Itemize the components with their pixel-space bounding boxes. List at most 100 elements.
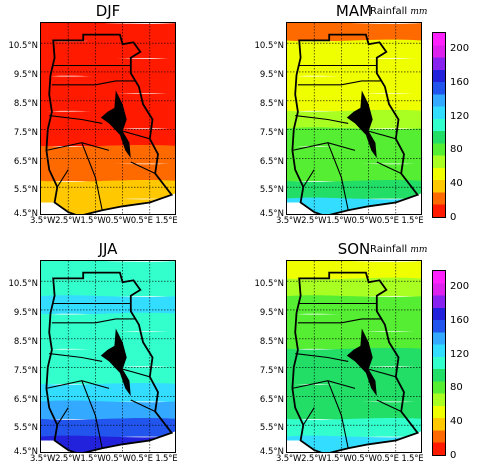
rainfall-band	[287, 127, 421, 148]
rainfall-band	[287, 365, 421, 386]
y-tick-label: 8.5°N	[13, 336, 38, 347]
rainfall-band	[41, 74, 175, 96]
region-border	[292, 142, 356, 151]
rainfall-map	[287, 261, 421, 452]
panel-title: DJF	[95, 2, 121, 20]
panel-title: SON	[337, 240, 371, 258]
region-border	[81, 380, 103, 449]
y-tick-label: 6.5°N	[13, 394, 38, 405]
rainfall-band	[41, 277, 175, 298]
colorbar-tick-label: 0	[450, 212, 457, 223]
region-border	[368, 130, 396, 140]
rainfall-map	[41, 261, 175, 452]
map-frame	[40, 22, 176, 215]
rainfall-band	[41, 92, 175, 113]
y-tick-label: 9.5°N	[259, 70, 284, 81]
rainfall-band	[41, 312, 175, 334]
lake-volta	[100, 328, 131, 397]
colorbar-title: Rainfall mm	[370, 244, 428, 255]
y-tick-label: 10.5°N	[8, 279, 38, 290]
y-tick-label: 4.5°N	[13, 209, 38, 219]
x-tick-labels: 3.5°W2.5°W1.5°W0.5°W0.5°E 1.5°E	[30, 454, 178, 464]
y-tick-label: 5.5°N	[13, 185, 38, 196]
lake-volta	[100, 90, 131, 159]
region-border	[130, 161, 156, 174]
region-border	[327, 142, 349, 211]
rainfall-band	[287, 74, 421, 96]
ocean	[287, 431, 421, 452]
rainfall-band	[287, 39, 421, 60]
rainfall-band	[41, 127, 175, 148]
y-tick-label: 5.5°N	[13, 423, 38, 434]
y-tick-label: 9.5°N	[13, 70, 38, 81]
y-tick-label: 9.5°N	[259, 308, 284, 319]
rainfall-band	[287, 418, 421, 439]
rainfall-band	[41, 39, 175, 60]
y-tick-label: 4.5°N	[259, 209, 284, 219]
colorbar-tick-label: 160	[450, 314, 470, 326]
map-frame	[40, 260, 176, 453]
y-tick-label: 4.5°N	[259, 447, 284, 457]
x-tick-labels: 3.5°W2.5°W1.5°W0.5°W0.5°E 1.5°E	[276, 216, 424, 226]
rainfall-band	[287, 295, 421, 316]
region-border	[376, 161, 402, 174]
region-border	[130, 399, 156, 412]
ocean	[41, 431, 175, 452]
region-border	[295, 115, 349, 124]
y-tick-label: 5.5°N	[259, 423, 284, 434]
colorbar-tick-label: 0	[450, 450, 457, 461]
map-frame	[286, 260, 422, 453]
region-border	[368, 368, 396, 378]
rainfall-band	[41, 180, 175, 201]
region-border	[297, 318, 383, 324]
x-tick-labels: 3.5°W2.5°W1.5°W0.5°W0.5°E 1.5°E	[276, 454, 424, 464]
region-border	[51, 80, 137, 86]
panel-title: JJA	[98, 240, 118, 258]
y-tick-label: 7.5°N	[13, 365, 38, 376]
rainfall-band	[287, 312, 421, 334]
panel-title: MAM	[335, 2, 373, 20]
map-frame	[286, 22, 422, 215]
y-tick-label: 4.5°N	[13, 447, 38, 457]
lake-volta	[346, 328, 377, 397]
y-tick-label: 10.5°N	[254, 41, 284, 52]
y-tick-label: 6.5°N	[13, 156, 38, 167]
rainfall-band	[41, 330, 175, 351]
region-border	[302, 169, 315, 188]
region-border	[56, 407, 69, 426]
country-border	[45, 271, 174, 452]
rainfall-map	[287, 23, 421, 214]
y-tick-label: 7.5°N	[259, 365, 284, 376]
y-tick-label: 10.5°N	[254, 279, 284, 290]
colorbar-tick-label: 80	[450, 144, 463, 156]
country-border	[291, 271, 420, 452]
lake-volta	[346, 90, 377, 159]
region-border	[295, 353, 349, 362]
y-tick-label: 6.5°N	[259, 394, 284, 405]
country-border	[45, 33, 174, 214]
rainfall-band	[41, 261, 175, 281]
colorbar-tick-label: 200	[450, 42, 470, 54]
rainfall-band	[41, 382, 175, 404]
rainfall-band	[287, 261, 421, 281]
country-border	[291, 33, 420, 214]
colorbar-tick-label: 200	[450, 280, 470, 292]
region-border	[376, 399, 402, 412]
region-border	[327, 380, 349, 449]
rainfall-band	[41, 23, 175, 43]
colorbar-title: Rainfall mm	[370, 6, 428, 17]
rainfall-band	[287, 277, 421, 298]
y-tick-label: 8.5°N	[259, 336, 284, 347]
rainfall-band	[41, 144, 175, 166]
colorbar-tick-label: 80	[450, 382, 463, 394]
region-border	[302, 407, 315, 426]
colorbar-tick-label: 40	[450, 416, 463, 428]
region-border	[122, 368, 150, 378]
rainfall-band	[287, 92, 421, 113]
colorbar-strip	[432, 32, 446, 218]
ocean	[41, 193, 175, 214]
y-tick-label: 6.5°N	[259, 156, 284, 167]
colorbar-tick-label: 40	[450, 178, 463, 190]
y-tick-label: 5.5°N	[259, 185, 284, 196]
colorbar-tick-label: 120	[450, 348, 470, 360]
